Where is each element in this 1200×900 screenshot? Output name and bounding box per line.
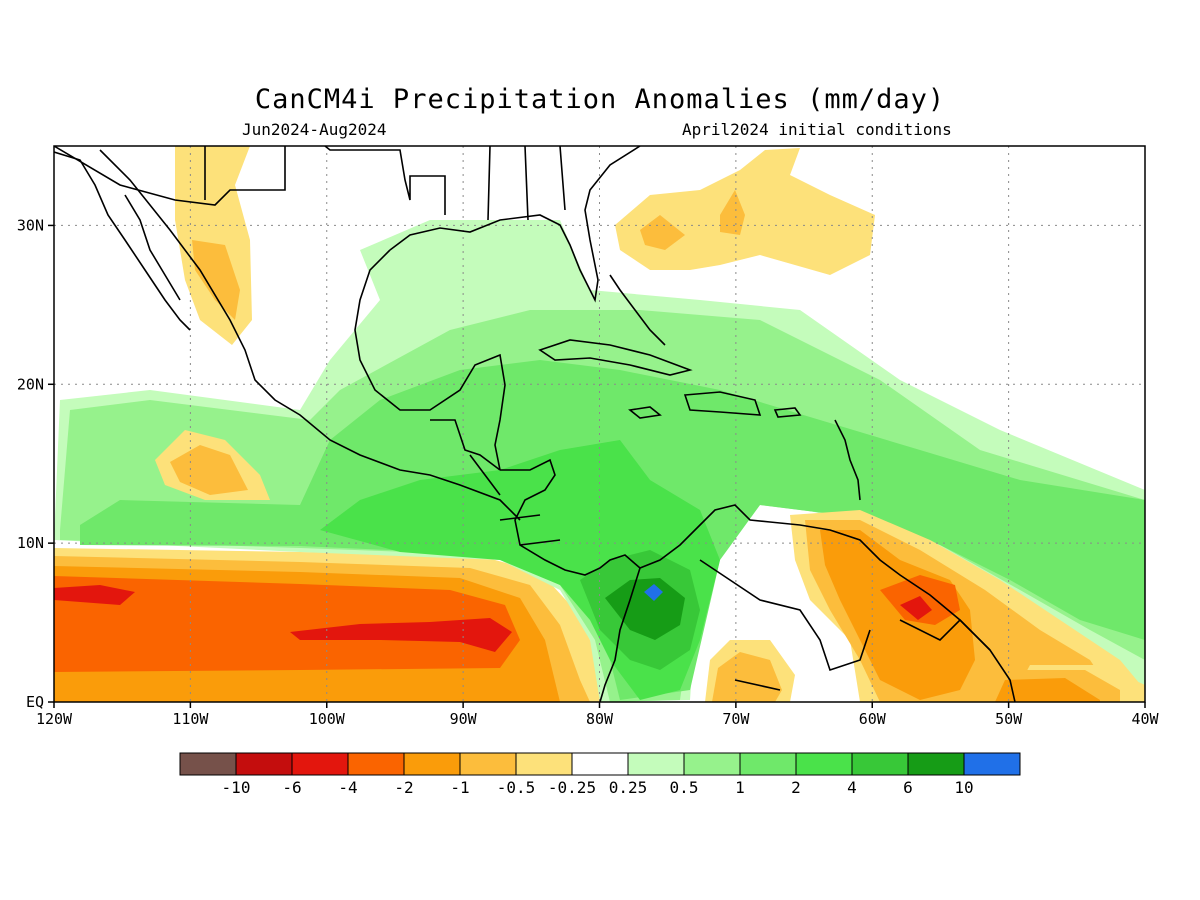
dry-region-pacific-extreme-east bbox=[290, 618, 512, 652]
lat-tick-label: 10N bbox=[17, 534, 44, 552]
colorbar-label: -6 bbox=[282, 778, 301, 797]
colorbar-label: -4 bbox=[338, 778, 357, 797]
coastline-jamaica bbox=[628, 406, 662, 419]
border-us-states bbox=[487, 146, 566, 221]
coastline-baja-pacific bbox=[54, 151, 191, 331]
wet-region-extreme bbox=[605, 578, 685, 640]
colorbar-label: -1 bbox=[450, 778, 469, 797]
colorbar-swatch bbox=[179, 752, 237, 776]
colorbar-label: 0.25 bbox=[609, 778, 648, 797]
coastline-bahamas bbox=[609, 274, 666, 346]
coastlines bbox=[54, 146, 1016, 702]
colorbar-swatch bbox=[907, 752, 965, 776]
dry-region-pacific-extreme-west bbox=[54, 585, 135, 605]
coastline-hispaniola bbox=[683, 391, 762, 416]
colorbar-swatch bbox=[571, 752, 629, 776]
colorbar-labels: -10 -6 -4 -2 -1 -0.5 -0.25 0.25 0.5 1 2 4 6 10 bbox=[222, 778, 974, 797]
border-central-america bbox=[430, 419, 561, 546]
anomaly-field bbox=[54, 146, 1145, 702]
dry-region-mexico-moderate bbox=[192, 240, 240, 320]
colorbar-swatch bbox=[515, 752, 573, 776]
colorbar-label: 4 bbox=[847, 778, 857, 797]
colorbar-label: -0.5 bbox=[497, 778, 536, 797]
colorbar-label: 0.5 bbox=[670, 778, 699, 797]
dry-region-pacific-north-moderate bbox=[170, 445, 248, 495]
colorbar-label: 1 bbox=[735, 778, 745, 797]
coastline-baja-gulf bbox=[124, 194, 181, 301]
colorbar-swatch bbox=[739, 752, 797, 776]
lon-tick-label: 60W bbox=[859, 710, 887, 728]
initial-conditions: April2024 initial conditions bbox=[682, 120, 952, 139]
colorbar-label: 2 bbox=[791, 778, 801, 797]
lon-tick-label: 40W bbox=[1131, 710, 1159, 728]
chart-title: CanCM4i Precipitation Anomalies (mm/day) bbox=[254, 84, 946, 115]
colorbar-swatch bbox=[459, 752, 517, 776]
dry-region-colombia-moderate bbox=[712, 652, 782, 702]
colorbar-swatch bbox=[627, 752, 685, 776]
lat-tick-label: 30N bbox=[17, 216, 44, 234]
dry-region-atlantic-moderate bbox=[640, 190, 745, 250]
lon-tick-label: 70W bbox=[722, 710, 750, 728]
lon-tick-label: 100W bbox=[309, 710, 346, 728]
border-us-texas bbox=[204, 146, 446, 215]
colorbar-swatch bbox=[683, 752, 741, 776]
lon-tick-label: 120W bbox=[36, 710, 73, 728]
coastline-mexico-pacific bbox=[99, 149, 521, 521]
coastline-south-america-pacific bbox=[599, 567, 641, 702]
border-south-america bbox=[699, 559, 991, 691]
coastline-cuba bbox=[538, 339, 693, 376]
coastline-antilles bbox=[834, 419, 861, 501]
dry-region-guianas-extreme bbox=[900, 596, 932, 620]
colorbar-label: -10 bbox=[222, 778, 251, 797]
lon-tick-label: 90W bbox=[450, 710, 478, 728]
colorbar-swatch bbox=[403, 752, 461, 776]
colorbar-label: -2 bbox=[394, 778, 413, 797]
lon-tick-label: 50W bbox=[995, 710, 1023, 728]
colorbar-swatch bbox=[851, 752, 909, 776]
border-us-mexico bbox=[54, 146, 286, 206]
longitude-axis: 120W 110W 100W 90W 80W 70W 60W 50W 40W bbox=[36, 702, 1160, 728]
colorbar-swatch bbox=[795, 752, 853, 776]
dry-region-atlantic-east-strong bbox=[995, 678, 1100, 702]
coastline-gulf-of-mexico bbox=[354, 249, 506, 471]
colorbar-label: -0.25 bbox=[548, 778, 596, 797]
colorbar-swatch bbox=[347, 752, 405, 776]
lon-tick-label: 80W bbox=[586, 710, 614, 728]
dry-region-guianas-strong bbox=[820, 530, 975, 700]
gridlines bbox=[54, 146, 1145, 702]
dry-region-pacific-heavy bbox=[54, 576, 520, 672]
latitude-axis: 30N 20N 10N EQ bbox=[17, 216, 54, 711]
dry-region-atlantic-light bbox=[615, 148, 875, 275]
colorbar-label: 6 bbox=[903, 778, 913, 797]
colorbar-swatch bbox=[963, 752, 1021, 776]
colorbar bbox=[179, 752, 1021, 776]
colorbar-swatch bbox=[291, 752, 349, 776]
wet-region-max bbox=[644, 584, 663, 601]
colorbar-swatch bbox=[235, 752, 293, 776]
coastline-us-gulf bbox=[389, 146, 641, 303]
colorbar-label: 10 bbox=[954, 778, 973, 797]
coastline-puerto-rico bbox=[773, 407, 802, 418]
forecast-period: Jun2024-Aug2024 bbox=[242, 120, 387, 139]
lat-tick-label: EQ bbox=[26, 693, 44, 711]
lat-tick-label: 20N bbox=[17, 375, 44, 393]
lon-tick-label: 110W bbox=[172, 710, 209, 728]
